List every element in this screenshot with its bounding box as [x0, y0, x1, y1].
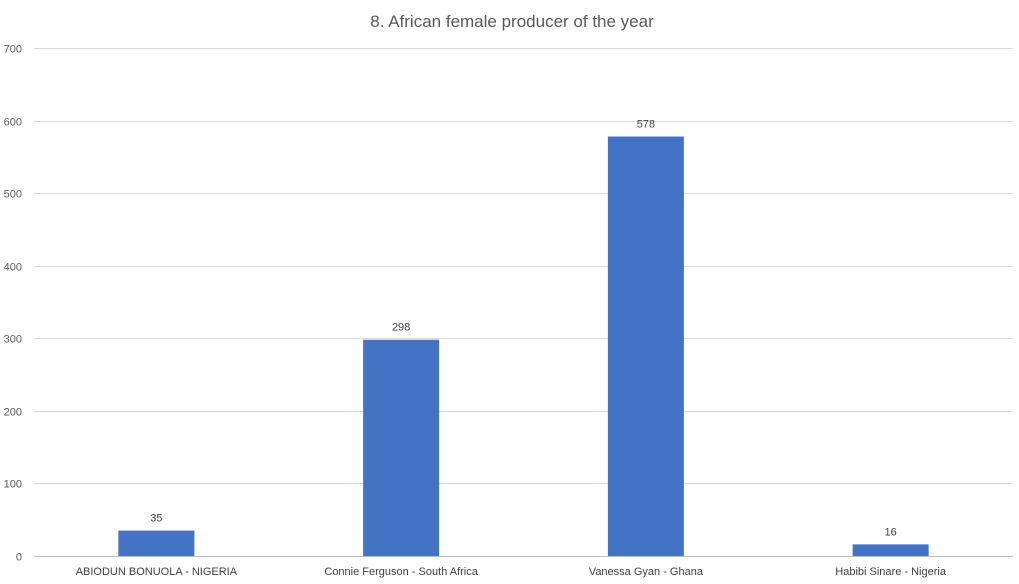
- y-tick-label: 600: [4, 117, 22, 129]
- chart-title: 8. African female producer of the year: [370, 12, 654, 31]
- y-tick-label: 100: [4, 479, 22, 491]
- x-category-label-2: Vanessa Gyan - Ghana: [589, 566, 704, 578]
- x-axis-categories: ABIODUN BONUOLA - NIGERIA Connie Ferguson…: [76, 566, 947, 578]
- bars: [118, 137, 928, 556]
- y-tick-label: 400: [4, 262, 22, 274]
- x-category-label-1: Connie Ferguson - South Africa: [324, 566, 478, 578]
- data-labels: 35 298 578 16: [150, 119, 897, 539]
- x-category-label-0: ABIODUN BONUOLA - NIGERIA: [76, 566, 238, 578]
- y-tick-label: 700: [4, 44, 22, 56]
- y-tick-label: 300: [4, 334, 22, 346]
- data-label-3: 16: [885, 526, 897, 538]
- y-tick-label: 200: [4, 407, 22, 419]
- x-category-label-3: Habibi Sinare - Nigeria: [835, 566, 947, 578]
- gridlines: [34, 49, 1013, 557]
- data-label-2: 578: [637, 119, 655, 131]
- y-tick-label: 0: [16, 552, 22, 564]
- y-tick-label: 500: [4, 189, 22, 201]
- bar-0: [118, 531, 194, 556]
- bar-1: [363, 340, 439, 556]
- data-label-0: 35: [150, 513, 162, 525]
- bar-2: [608, 137, 684, 556]
- y-axis-ticks: 0 100 200 300 400 500 600 700: [4, 44, 22, 564]
- data-label-1: 298: [392, 322, 410, 334]
- bar-3: [853, 544, 929, 556]
